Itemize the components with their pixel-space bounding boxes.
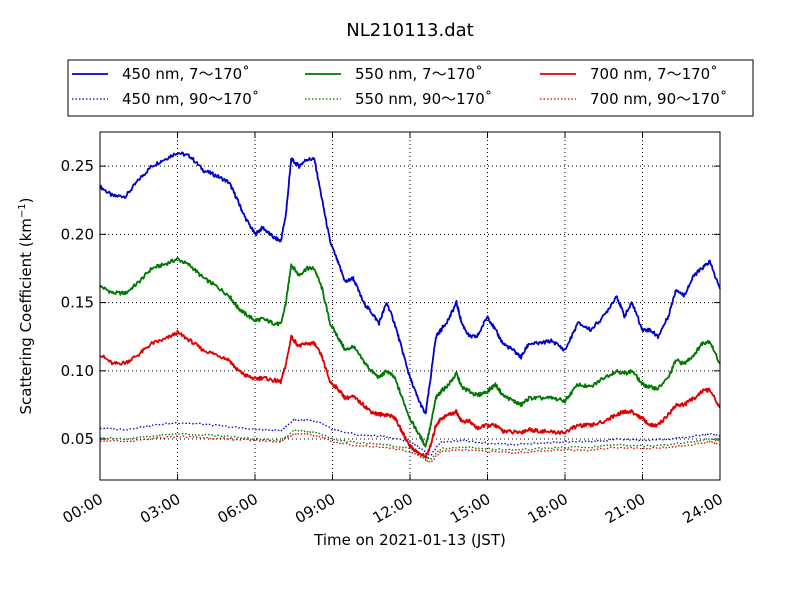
y-tick-label-2: 0.15	[61, 294, 94, 312]
x-tick-label-3: 09:00	[292, 490, 338, 527]
grid	[100, 132, 720, 480]
x-axis-label: Time on 2021-01-13 (JST)	[313, 531, 506, 549]
legend: 450 nm, 7～170˚ 550 nm, 7～170˚ 700 nm, 7～17…	[67, 59, 754, 117]
x-tick-label-5: 15:00	[447, 490, 493, 527]
series-layer	[99, 151, 721, 463]
legend-label-0: 450 nm, 7～170˚	[122, 65, 250, 83]
axis-ticks	[99, 132, 721, 480]
series-line-2	[99, 329, 721, 459]
series-line-1	[99, 256, 721, 448]
y-axis-label-end: )	[17, 197, 35, 203]
chart-title: NL210113.dat	[346, 20, 473, 41]
x-tick-label-6: 18:00	[525, 490, 571, 527]
y-tick-label-0: 0.05	[61, 430, 94, 448]
y-axis-label-main: Scattering Coefficient (km	[17, 218, 35, 414]
y-tick-labels: 0.05 0.10 0.15 0.20 0.25	[61, 157, 94, 448]
legend-label-3: 450 nm, 90～170˚	[122, 90, 259, 108]
y-axis-label: Scattering Coefficient (km−1)	[17, 197, 35, 414]
x-tick-label-1: 03:00	[137, 490, 183, 527]
y-tick-label-3: 0.20	[61, 225, 94, 243]
legend-label-1: 550 nm, 7～170˚	[355, 65, 483, 83]
x-tick-label-7: 21:00	[602, 490, 648, 527]
legend-label-5: 700 nm, 90～170˚	[590, 90, 727, 108]
x-tick-label-8: 24:00	[680, 490, 726, 527]
y-axis-label-sup: −1	[17, 203, 28, 218]
x-tick-label-0: 00:00	[60, 490, 106, 527]
legend-label-2: 700 nm, 7～170˚	[590, 65, 718, 83]
y-tick-label-1: 0.10	[61, 362, 94, 380]
y-tick-label-4: 0.25	[61, 157, 94, 175]
x-tick-label-4: 12:00	[370, 490, 416, 527]
series-line-0	[99, 151, 721, 415]
legend-box	[67, 59, 754, 117]
x-tick-labels: 00:00 03:00 06:00 09:00 12:00 15:00 18:00 21:00…	[60, 490, 726, 527]
legend-label-4: 550 nm, 90～170˚	[355, 90, 492, 108]
series-line-5	[99, 432, 720, 463]
x-tick-label-2: 06:00	[215, 490, 261, 527]
